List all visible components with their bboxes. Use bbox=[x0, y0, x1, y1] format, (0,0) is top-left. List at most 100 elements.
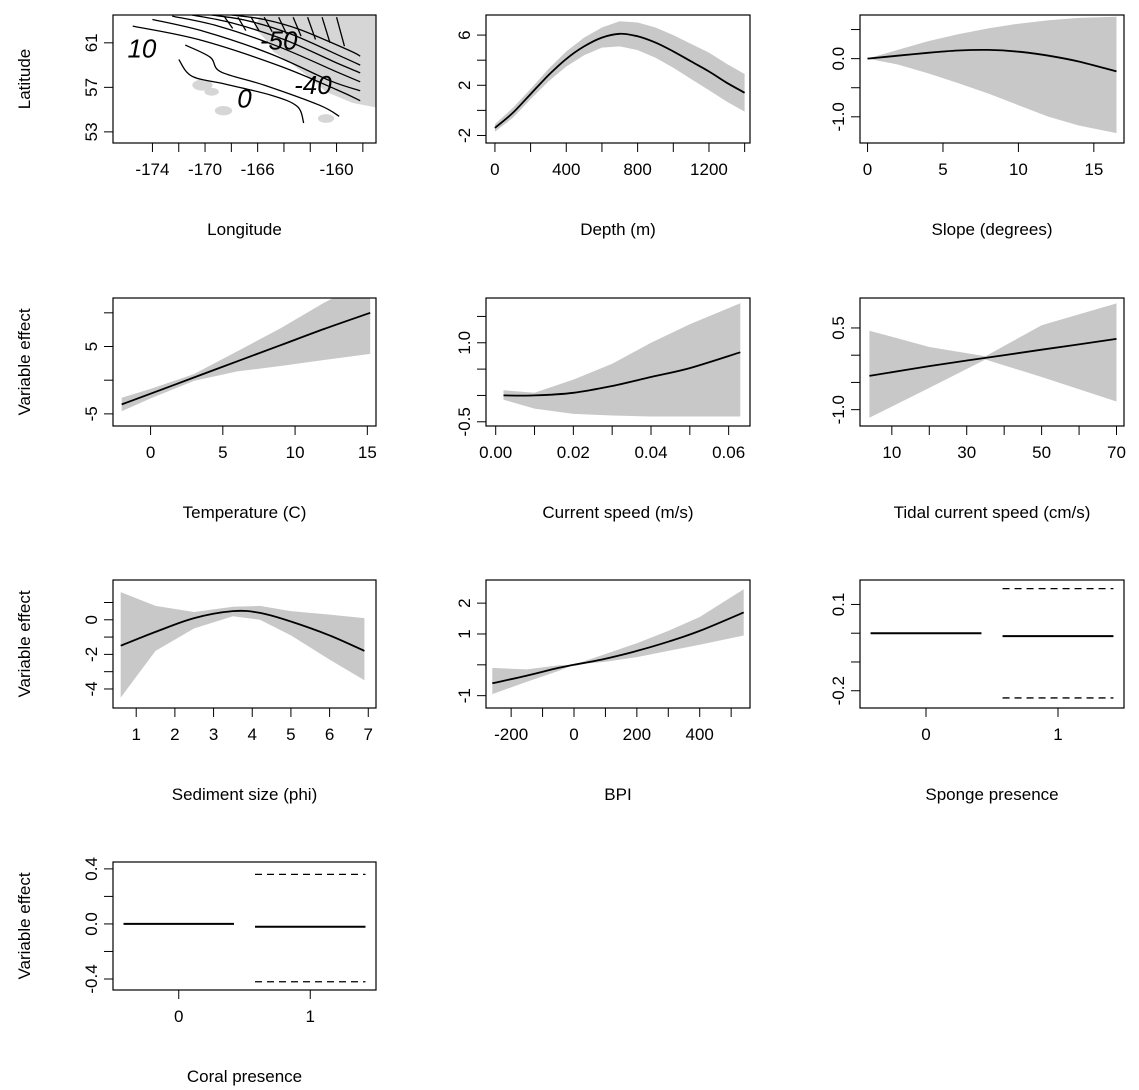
plot-frame bbox=[859, 14, 1125, 144]
contour-line bbox=[185, 44, 340, 117]
contour-hatch bbox=[292, 16, 302, 37]
y-axis-label: Variable effect bbox=[15, 590, 34, 697]
y-tick-label: 1 bbox=[455, 629, 474, 638]
plot-area bbox=[121, 298, 371, 412]
y-tick-label: -2 bbox=[455, 128, 474, 143]
contour-line bbox=[132, 25, 361, 102]
x-tick-label: -166 bbox=[241, 160, 275, 179]
y-tick-label: 0.4 bbox=[82, 857, 101, 881]
contour-hatch bbox=[335, 17, 346, 47]
y-tick-label: -5 bbox=[82, 406, 101, 421]
contour-label: 10 bbox=[127, 33, 156, 63]
plot-frame bbox=[485, 579, 751, 709]
panel-depth: 0 400 800 1200 -2 2 6 Depth (m) bbox=[455, 14, 751, 239]
contour-hatch bbox=[307, 17, 317, 40]
effect-line bbox=[503, 351, 741, 397]
effect-line bbox=[869, 338, 1117, 377]
plot-area bbox=[132, 15, 376, 124]
x-axis-label: Sponge presence bbox=[925, 785, 1058, 804]
x-tick-label: 10 bbox=[1009, 160, 1028, 179]
land-mass bbox=[255, 15, 376, 108]
effect-line bbox=[867, 48, 1117, 73]
y-tick-label: 6 bbox=[455, 30, 474, 39]
confidence-band bbox=[867, 16, 1117, 134]
x-tick-label: 70 bbox=[1107, 443, 1126, 462]
y-tick-label: -1.0 bbox=[829, 102, 848, 131]
contour-line bbox=[152, 18, 361, 92]
contour-line bbox=[172, 15, 361, 83]
y-tick-label: 5 bbox=[82, 342, 101, 351]
confidence-band bbox=[494, 21, 745, 132]
confidence-band bbox=[120, 592, 365, 698]
island bbox=[317, 114, 335, 123]
plot-area bbox=[494, 21, 746, 132]
x-tick-label: 200 bbox=[623, 725, 651, 744]
plot-frame bbox=[112, 297, 377, 427]
confidence-band bbox=[492, 589, 744, 695]
x-tick-label: 4 bbox=[248, 725, 257, 744]
x-tick-label: 2 bbox=[170, 725, 179, 744]
panel-spatial: 10 -50 0 -40 -174 -170 -166 -160 53 57 61 Longitude… bbox=[15, 14, 377, 239]
y-tick-label: 0.5 bbox=[829, 316, 848, 340]
x-axis-label: BPI bbox=[604, 785, 631, 804]
y-tick-label: 53 bbox=[82, 122, 101, 141]
confidence-band bbox=[869, 303, 1117, 418]
x-tick-label: 5 bbox=[218, 443, 227, 462]
plot-frame bbox=[112, 579, 377, 709]
x-tick-label: 3 bbox=[209, 725, 218, 744]
x-tick-label: 0.04 bbox=[634, 443, 667, 462]
y-tick-label: 0 bbox=[82, 615, 101, 624]
y-tick-label: -4 bbox=[82, 681, 101, 696]
y-tick-label: 1.0 bbox=[455, 331, 474, 355]
plot-area bbox=[123, 873, 366, 983]
contour-hatch bbox=[237, 16, 247, 31]
x-tick-label: 10 bbox=[286, 443, 305, 462]
island bbox=[204, 87, 219, 96]
contour-hatch bbox=[263, 16, 273, 33]
x-axis-label: Coral presence bbox=[187, 1067, 302, 1086]
y-axis-label: Variable effect bbox=[15, 308, 34, 415]
plot-frame bbox=[859, 297, 1125, 427]
contour-hatch bbox=[321, 17, 331, 44]
y-axis-label: Variable effect bbox=[15, 872, 34, 979]
x-tick-label: 800 bbox=[623, 160, 651, 179]
x-tick-label: -170 bbox=[188, 160, 222, 179]
x-tick-label: 1200 bbox=[690, 160, 728, 179]
x-tick-label: 0.02 bbox=[557, 443, 590, 462]
plot-area bbox=[120, 592, 365, 698]
y-tick-label: -1 bbox=[455, 688, 474, 703]
x-tick-label: 0 bbox=[863, 160, 872, 179]
plot-frame bbox=[112, 14, 377, 144]
panel-current-speed: 0.00 0.02 0.04 0.06 -0.5 1.0 Current speed (m/… bbox=[455, 297, 751, 522]
x-tick-label: -174 bbox=[135, 160, 169, 179]
plot-frame bbox=[859, 579, 1125, 709]
x-tick-label: 0 bbox=[490, 160, 499, 179]
x-axis-label: Longitude bbox=[207, 220, 282, 239]
y-tick-label: 2 bbox=[455, 598, 474, 607]
contour-hatch bbox=[278, 16, 288, 35]
y-tick-label: -2 bbox=[82, 647, 101, 662]
x-tick-label: 5 bbox=[938, 160, 947, 179]
x-tick-label: 5 bbox=[286, 725, 295, 744]
x-tick-label: 6 bbox=[325, 725, 334, 744]
plot-area bbox=[503, 303, 741, 417]
effect-line bbox=[121, 311, 371, 406]
contour-line bbox=[231, 15, 361, 57]
x-axis-label: Depth (m) bbox=[580, 220, 656, 239]
contour-label: -50 bbox=[260, 26, 298, 56]
y-axis-label: Latitude bbox=[15, 49, 34, 110]
x-tick-label: 0 bbox=[921, 725, 930, 744]
panel-temperature: 0 5 10 15 -5 5 Temperature (C) Variable effect bbox=[15, 297, 377, 522]
x-tick-label: 0 bbox=[146, 443, 155, 462]
plot-frame bbox=[112, 861, 377, 991]
contour-hatch bbox=[250, 16, 260, 31]
y-tick-label: -0.5 bbox=[455, 407, 474, 436]
y-tick-label: -0.2 bbox=[829, 676, 848, 705]
x-tick-label: 50 bbox=[1032, 443, 1051, 462]
plot-frame bbox=[485, 297, 751, 427]
plot-area bbox=[492, 589, 745, 695]
effect-line bbox=[492, 611, 745, 685]
x-axis-label: Temperature (C) bbox=[183, 503, 307, 522]
x-tick-label: -160 bbox=[320, 160, 354, 179]
